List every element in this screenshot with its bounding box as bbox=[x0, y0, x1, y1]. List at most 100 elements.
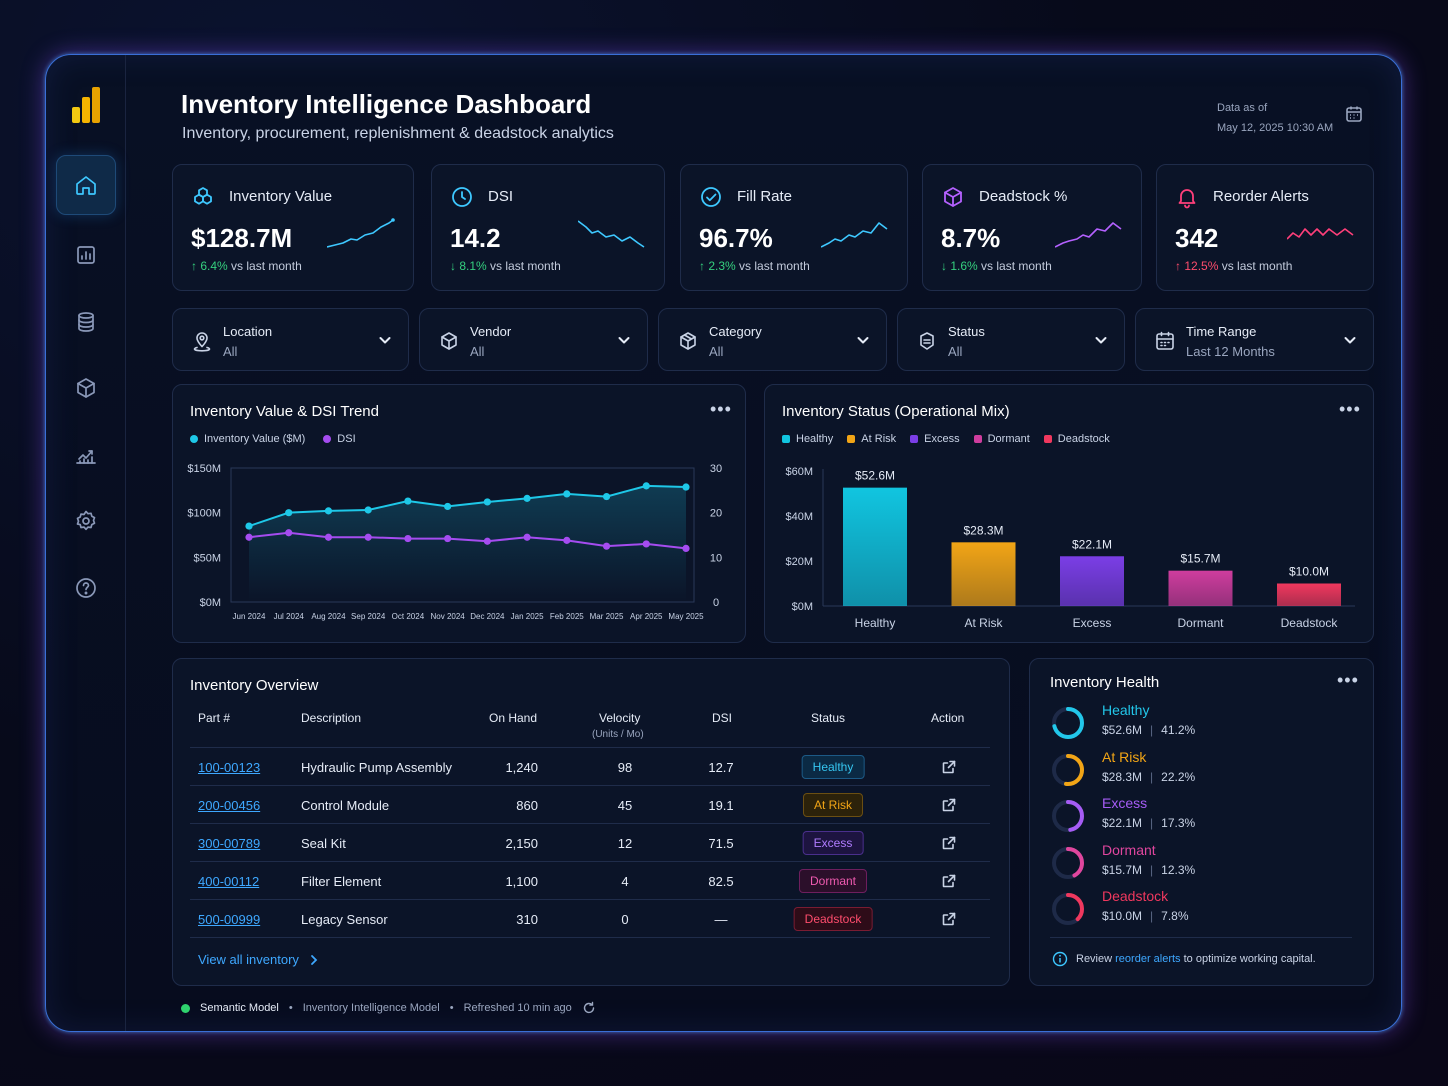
legend-deadstock: Deadstock bbox=[1043, 433, 1110, 445]
sparkline-end-dot bbox=[391, 218, 395, 222]
health-value: $10.0M bbox=[1102, 909, 1143, 923]
clock-icon bbox=[450, 185, 474, 209]
col-dsi: DSI bbox=[712, 711, 733, 725]
nav-analytics[interactable] bbox=[56, 425, 116, 485]
nav-help[interactable] bbox=[56, 558, 116, 618]
donut-arc bbox=[1052, 846, 1084, 879]
open-external-button[interactable] bbox=[941, 911, 957, 927]
filter-time-range[interactable]: Time Range Last 12 Months bbox=[1135, 308, 1374, 371]
filter-vendor[interactable]: Vendor All bbox=[419, 308, 648, 371]
refresh-icon[interactable] bbox=[582, 1001, 596, 1015]
kpi-label: Deadstock % bbox=[979, 188, 1068, 205]
health-panel: Inventory Health ••• Healthy $52.6M | 41.2%… bbox=[1029, 658, 1374, 986]
part-link[interactable]: 200-00456 bbox=[198, 798, 261, 813]
health-divider bbox=[1050, 937, 1352, 938]
open-external-button[interactable] bbox=[941, 759, 957, 775]
legend-label: At Risk bbox=[861, 433, 897, 445]
kpi-delta: ↑ 12.5% vs last month bbox=[1175, 259, 1292, 273]
kpi-value: 8.7% bbox=[941, 223, 1001, 253]
calendar-button[interactable] bbox=[1344, 104, 1364, 124]
dsi-cell: 82.5 bbox=[708, 874, 734, 889]
kpi-card-reorder-alerts[interactable]: Reorder Alerts 342 ↑ 12.5% vs last month bbox=[1156, 164, 1374, 291]
legend-healthy: Healthy bbox=[782, 433, 833, 445]
nav-settings[interactable] bbox=[56, 491, 116, 551]
delta-arrow: ↑ bbox=[191, 259, 197, 273]
value-separator: | bbox=[1150, 816, 1154, 830]
description-cell: Control Module bbox=[301, 798, 390, 813]
y-right-tick: 10 bbox=[710, 552, 722, 564]
reorder-alerts-link[interactable]: reorder alerts bbox=[1115, 953, 1181, 965]
open-external-button[interactable] bbox=[941, 835, 957, 851]
health-note: Review reorder alerts to optimize workin… bbox=[1052, 951, 1316, 967]
y-tick: $0M bbox=[792, 601, 813, 613]
health-more-button[interactable]: ••• bbox=[1337, 670, 1359, 690]
y-right-tick: 20 bbox=[710, 508, 722, 520]
y-tick: $40M bbox=[785, 511, 813, 523]
inventory-value-point bbox=[602, 492, 611, 501]
legend-label: Dormant bbox=[987, 433, 1030, 445]
filter-label: Status bbox=[948, 324, 985, 339]
value-separator: | bbox=[1150, 909, 1154, 923]
x-tick: Excess bbox=[1073, 616, 1112, 630]
inventory-value-point bbox=[285, 509, 293, 517]
legend-label: Healthy bbox=[796, 433, 834, 445]
velocity-cell: 0 bbox=[621, 912, 629, 927]
part-link[interactable]: 500-00999 bbox=[198, 912, 261, 927]
legend-label: DSI bbox=[337, 433, 356, 445]
x-tick: Mar 2025 bbox=[590, 612, 624, 621]
filter-category[interactable]: Category All bbox=[658, 308, 887, 371]
kpi-card-fill-rate[interactable]: Fill Rate 96.7% ↑ 2.3% vs last month bbox=[680, 164, 908, 291]
filter-status[interactable]: Status All bbox=[897, 308, 1125, 371]
donut-ring bbox=[1052, 800, 1084, 832]
nav-reports[interactable] bbox=[56, 225, 116, 285]
health-item-dormant: Dormant $15.7M | 12.3% bbox=[1050, 842, 1350, 885]
footer-model-name: Inventory Intelligence Model bbox=[302, 1002, 440, 1014]
status-dot bbox=[181, 1003, 190, 1013]
delta-value: 12.5% bbox=[1184, 259, 1219, 273]
part-link[interactable]: 400-00112 bbox=[198, 874, 260, 889]
open-external-button[interactable] bbox=[941, 797, 957, 813]
sparkline bbox=[1055, 222, 1122, 248]
delta-value: 2.3% bbox=[708, 259, 736, 273]
health-item-healthy: Healthy $52.6M | 41.2% bbox=[1050, 702, 1350, 745]
velocity-cell: 98 bbox=[617, 760, 633, 775]
y-right-tick: 0 bbox=[713, 597, 719, 609]
trend-chart-icon bbox=[76, 450, 96, 464]
kpi-card-deadstock[interactable]: Deadstock % 8.7% ↓ 1.6% vs last month bbox=[922, 164, 1142, 291]
kpi-card-dsi[interactable]: DSI 14.2 ↓ 8.1% vs last month bbox=[431, 164, 665, 291]
kpi-delta: ↑ 6.4% vs last month bbox=[191, 259, 302, 273]
powerbi-logo-icon bbox=[72, 87, 100, 123]
legend-at-risk: At Risk bbox=[847, 433, 896, 445]
chevron-right-icon bbox=[311, 954, 318, 965]
filter-location[interactable]: Location All bbox=[172, 308, 409, 371]
part-link[interactable]: 100-00123 bbox=[198, 760, 261, 775]
legend-dsi: DSI bbox=[323, 433, 356, 445]
filter-label: Vendor bbox=[470, 324, 512, 339]
velocity-cell: 12 bbox=[617, 836, 633, 851]
sparkline bbox=[821, 222, 888, 248]
dsi-point bbox=[364, 533, 372, 541]
open-external-button[interactable] bbox=[941, 873, 957, 889]
check-circle-icon bbox=[699, 185, 723, 209]
status-more-button[interactable]: ••• bbox=[1339, 399, 1361, 419]
nav-home[interactable] bbox=[56, 155, 116, 215]
description-cell: Hydraulic Pump Assembly bbox=[301, 760, 452, 775]
trend-panel: Inventory Value & DSI Trend ••• Inventor… bbox=[172, 384, 746, 643]
part-link[interactable]: 300-00789 bbox=[198, 836, 261, 851]
kpi-delta: ↑ 2.3% vs last month bbox=[699, 259, 810, 273]
bar-label: $15.7M bbox=[1180, 552, 1220, 566]
footer-separator: • bbox=[288, 1002, 293, 1014]
kpi-card-inventory-value[interactable]: Inventory Value $128.7M ↑ 6.4% vs last mon… bbox=[172, 164, 414, 291]
chevron-down-icon bbox=[378, 333, 392, 347]
view-all-link[interactable]: View all inventory bbox=[198, 952, 319, 967]
dsi-cell: 71.5 bbox=[708, 836, 734, 851]
trend-more-button[interactable]: ••• bbox=[710, 399, 732, 419]
health-name: Excess bbox=[1102, 795, 1148, 811]
nav-inventory[interactable] bbox=[56, 358, 116, 418]
overview-panel: Inventory Overview Part # Description On… bbox=[172, 658, 1010, 986]
velocity-cell: 4 bbox=[621, 874, 629, 889]
legend-inventory-value: Inventory Value ($M) bbox=[190, 433, 305, 445]
health-pct: 22.2% bbox=[1161, 769, 1196, 784]
nav-data[interactable] bbox=[56, 292, 116, 352]
donut-ring bbox=[1052, 707, 1084, 739]
